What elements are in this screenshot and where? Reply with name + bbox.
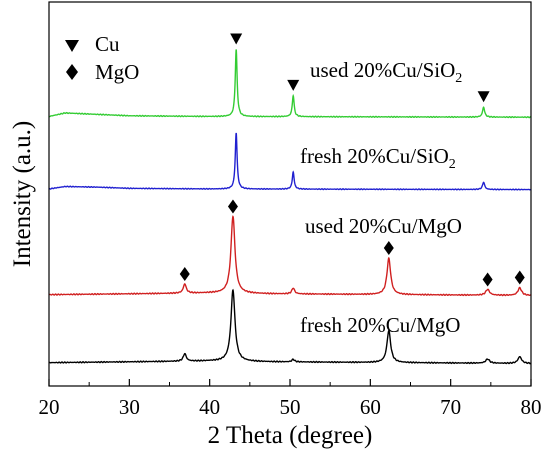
peak-marker-layer [179,33,525,287]
legend-cu-triangle-marker [65,40,79,52]
mgo-peak-marker [514,270,525,285]
series-line-used-20-cu-sio2 [48,49,532,119]
legend-mgo-diamond-marker [66,64,78,80]
series-line-fresh-20-cu-mgo [48,288,532,365]
cu-peak-marker [287,79,300,91]
x-tick-label: 80 [521,395,542,419]
series-label-used-20-cu-mgo: used 20%Cu/MgO [305,214,462,238]
cu-peak-marker [477,91,490,103]
x-tick-label: 30 [119,395,140,419]
series-label-fresh-20-cu-mgo: fresh 20%Cu/MgO [300,313,460,337]
x-tick-label: 40 [199,395,220,419]
legend-mgo-label: MgO [95,60,139,84]
y-axis-label: Intensity (a.u.) [9,121,36,267]
series-line-fresh-20-cu-sio2 [48,132,532,191]
series-line-used-20-cu-mgo [48,215,532,297]
cu-peak-marker [230,33,243,45]
legend: Cu MgO [65,32,139,84]
mgo-peak-marker [482,272,493,287]
x-axis-ticks: 20 30 40 50 60 70 80 [39,379,542,419]
series-layer [48,49,532,365]
series-label-fresh-20-cu-sio2: fresh 20%Cu/SiO2 [300,144,456,172]
x-tick-label: 70 [440,395,461,419]
mgo-peak-marker [179,266,190,281]
x-axis-label: 2 Theta (degree) [208,422,373,449]
x-tick-label: 50 [280,395,301,419]
x-tick-label: 60 [360,395,381,419]
x-tick-label: 20 [39,395,60,419]
legend-cu-label: Cu [95,32,120,56]
series-label-layer: fresh 20%Cu/MgO used 20%Cu/MgO fresh 20%Cu… [300,58,462,337]
series-label-used-20-cu-sio2: used 20%Cu/SiO2 [310,58,462,86]
mgo-peak-marker [383,241,394,256]
mgo-peak-marker [227,199,238,214]
